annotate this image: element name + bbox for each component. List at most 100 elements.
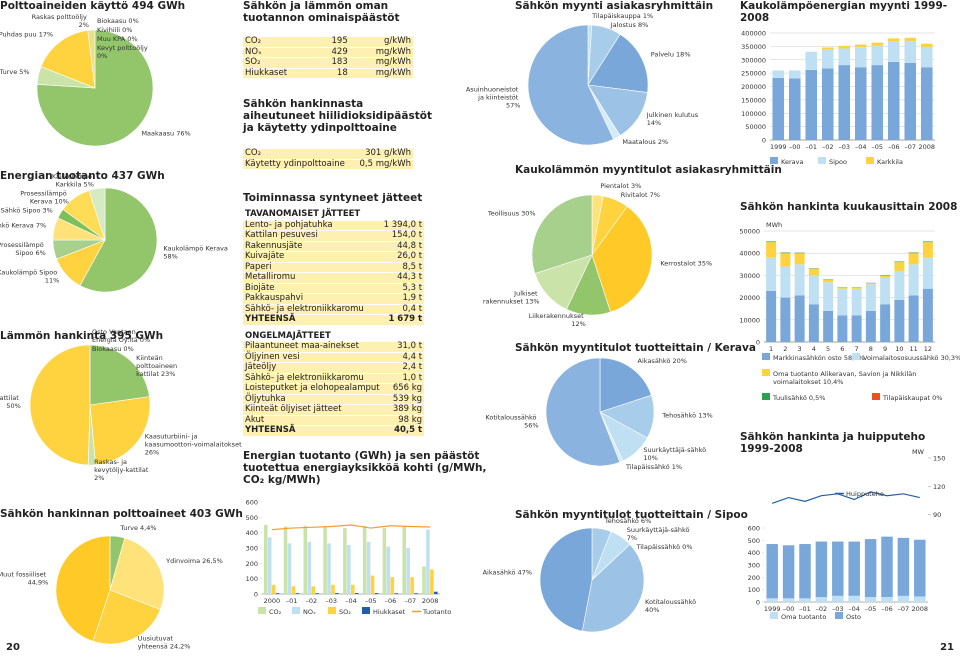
bar-segment bbox=[805, 51, 818, 70]
bar-segment bbox=[894, 262, 905, 271]
y-tick-label: 10000 bbox=[739, 316, 760, 324]
bar-segment bbox=[854, 67, 867, 140]
x-tick-label: –03 bbox=[832, 605, 844, 613]
legend-swatch bbox=[292, 607, 300, 614]
bar-segment bbox=[908, 253, 919, 265]
pie-label: Jalostus 8% bbox=[610, 21, 649, 29]
bar-segment bbox=[871, 65, 884, 140]
pie-label: Kaukolämpö Karkkila 5% bbox=[52, 172, 94, 188]
bar-segment bbox=[854, 44, 867, 48]
x-tick-label: –06 bbox=[385, 597, 397, 605]
pie-slice bbox=[527, 24, 614, 146]
pie-title: Sähkön myyntitulot tuotteittain / Kerava bbox=[515, 342, 756, 354]
table-cell: YHTEENSÄ bbox=[243, 314, 382, 326]
bar-segment bbox=[780, 252, 791, 254]
bar bbox=[315, 593, 319, 594]
y2-tick-label: 150 bbox=[933, 455, 945, 463]
bar-segment bbox=[799, 544, 811, 599]
table-cell: 389 kg bbox=[381, 404, 425, 416]
table-cell: 98 kg bbox=[381, 415, 425, 426]
pie-label: Pientalot 3% bbox=[600, 182, 641, 190]
pie-label: Aikasähkö 20% bbox=[638, 357, 687, 365]
x-tick-label: –01 bbox=[805, 143, 817, 151]
x-tick-label: 7 bbox=[855, 345, 859, 353]
pie-label: Kaasuturbiini- ja kaasumoottori-voimalai… bbox=[145, 433, 244, 457]
legend-swatch bbox=[258, 607, 266, 614]
table-row: Kattilan pesuvesi 154,0 t bbox=[243, 230, 425, 242]
x-tick-label: 3 bbox=[798, 345, 802, 353]
pie-label: Tilapäissähkö 1% bbox=[625, 463, 682, 471]
table-cell: 1,9 t bbox=[381, 293, 425, 305]
table-title: Sähkön ja lämmön oman tuotannon ominaisp… bbox=[243, 0, 400, 24]
pie-label: Puhdas puu 17% bbox=[0, 31, 53, 39]
pie-slice bbox=[531, 194, 593, 274]
pie-slice bbox=[581, 543, 645, 633]
pie-label: Asuinhuoneistot ja kiinteistöt 57% bbox=[466, 86, 521, 110]
bar-segment bbox=[832, 595, 844, 602]
y-tick-label: 50000 bbox=[739, 228, 760, 236]
unit-label: MWh bbox=[766, 221, 782, 229]
pie-slice bbox=[88, 187, 106, 241]
bar bbox=[295, 593, 300, 594]
legend-label: Osto bbox=[846, 613, 861, 621]
table-cell: mg/kWh bbox=[349, 47, 413, 58]
x-tick-label: –07 bbox=[904, 143, 916, 151]
x-tick-label: 2008 bbox=[918, 143, 935, 151]
bar-segment bbox=[904, 41, 917, 63]
bar-segment bbox=[808, 304, 819, 342]
spacer bbox=[243, 325, 425, 332]
legend-swatch bbox=[770, 612, 778, 619]
y-tick-label: 600 bbox=[246, 499, 258, 507]
bar bbox=[406, 548, 410, 594]
x-tick-label: 2008 bbox=[422, 597, 439, 605]
legend-swatch bbox=[328, 607, 336, 614]
bar-segment bbox=[780, 253, 791, 267]
pie-slice bbox=[591, 206, 653, 313]
x-tick-label: 2008 bbox=[912, 605, 929, 613]
table-row: YHTEENSÄ 1 679 t bbox=[243, 314, 425, 326]
y-tick-label: 500 bbox=[246, 514, 258, 522]
table-cell: Pakkauspahvi bbox=[243, 293, 382, 305]
bar-segment bbox=[908, 264, 919, 296]
pie-slice bbox=[109, 537, 165, 610]
pie-title: Sähkön myynti asiakasryhmittäin bbox=[515, 0, 714, 12]
table-row: Kiinteät öljyiset jätteet 389 kg bbox=[243, 404, 425, 416]
bar bbox=[430, 569, 434, 594]
pie-label: Muut fossiiliset 44,9% bbox=[0, 570, 48, 586]
bar-segment bbox=[914, 539, 926, 597]
table-cell: Sähkö- ja elektroniikkaromu bbox=[243, 304, 382, 315]
page-number: 20 bbox=[6, 642, 20, 653]
table-row: Lento- ja pohjatuhka 1 394,0 t bbox=[243, 220, 425, 231]
bar-segment bbox=[832, 541, 844, 596]
x-tick-label: –02 bbox=[306, 597, 318, 605]
pie-label: Sähkö Sipoo 3% bbox=[1, 206, 53, 214]
y-tick-label: 400000 bbox=[741, 30, 766, 38]
bar-segment bbox=[871, 42, 884, 46]
table-cell: Öljytuhka bbox=[243, 394, 382, 405]
bar bbox=[283, 526, 288, 594]
bar-segment bbox=[914, 596, 926, 602]
bar-segment bbox=[880, 304, 891, 342]
y-tick-label: 50000 bbox=[745, 123, 766, 131]
y-tick-label: 200 bbox=[246, 560, 258, 568]
legend-swatch bbox=[762, 369, 770, 376]
pie-label: Biokaasu 0% bbox=[92, 345, 134, 353]
table-cell: SO₂ bbox=[243, 57, 318, 69]
legend-label: Oma tuotanto Alikeravan, Savion ja Nikki… bbox=[773, 370, 918, 386]
y-tick-label: 250000 bbox=[741, 70, 766, 78]
pie-title: Kaukolämmön myyntitulot asiakasryhmittäi… bbox=[515, 164, 782, 176]
x-tick-label: –05 bbox=[865, 605, 877, 613]
bar-segment bbox=[894, 299, 905, 342]
bar-segment bbox=[865, 284, 876, 311]
table-cell: 18 bbox=[317, 68, 350, 79]
table-row: CO₂ 195 g/kWh bbox=[243, 36, 413, 48]
page-number: 21 bbox=[940, 642, 954, 653]
table-cell: 2,4 t bbox=[381, 362, 425, 374]
x-tick-label: –05 bbox=[871, 143, 883, 151]
bar bbox=[422, 566, 426, 594]
table-row: Biojäte 5,3 t bbox=[243, 283, 425, 294]
bar-segment bbox=[772, 70, 785, 78]
pie-label: Kaukolämpö Sipoo 11% bbox=[0, 269, 59, 285]
